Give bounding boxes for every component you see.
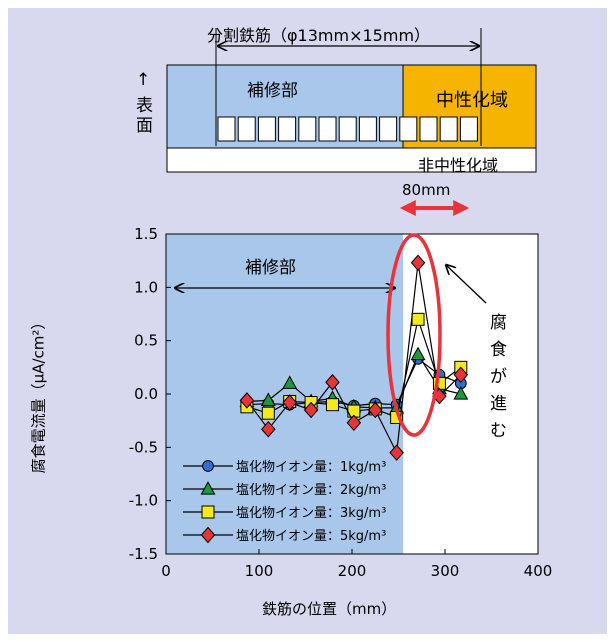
y-tick-label: 1.0 <box>134 278 158 296</box>
x-tick-label: 400 <box>524 562 553 580</box>
legend-label: 塩化物イオン量：1kg/m³ <box>236 460 386 475</box>
y-axis-label: 腐食電流量（μA/cm²） <box>28 315 49 474</box>
legend-label: 塩化物イオン量：2kg/m³ <box>236 483 386 498</box>
repair-zone-label: 補修部 <box>247 76 298 101</box>
corrosion-char: 食 <box>490 337 510 364</box>
y-tick-label: -1.5 <box>129 545 158 563</box>
split-bar-label: 分割鉄筋（φ13mm×15mm） <box>207 22 430 46</box>
rebar-segment <box>319 117 336 141</box>
x-tick-label: 200 <box>338 562 367 580</box>
rebar-segment <box>420 117 437 141</box>
rebar-segment <box>238 117 255 141</box>
rebar-segment <box>339 117 356 141</box>
rebar-segment <box>258 117 275 141</box>
y-tick-label: -0.5 <box>129 438 158 456</box>
non-neutralized-zone-label: 非中性化域 <box>418 152 498 176</box>
y-tick-label: 0.0 <box>134 385 158 403</box>
rebar-segment <box>359 117 376 141</box>
legend-label: 塩化物イオン量：5kg/m³ <box>236 529 386 544</box>
corrosion-char: む <box>490 418 510 445</box>
rebar-segment <box>299 117 316 141</box>
chart-repair-label: 補修部 <box>245 253 296 278</box>
x-tick-label: 300 <box>431 562 460 580</box>
data-point-square <box>262 407 274 419</box>
neutralized-zone-label: 中性化域 <box>436 86 508 112</box>
data-point-square <box>202 506 214 518</box>
corrosion-char: 腐 <box>490 310 510 337</box>
corrosion-label: 腐 食 が 進 む <box>490 310 510 445</box>
rebar-segment <box>440 117 457 141</box>
surface-arrow-icon: ↑ <box>136 70 150 90</box>
legend-label: 塩化物イオン量：3kg/m³ <box>236 506 386 521</box>
rebar-segment <box>460 117 477 141</box>
y-tick-label: 1.5 <box>134 225 158 243</box>
rebar-segment <box>218 117 235 141</box>
data-point-circle <box>203 461 214 472</box>
x-tick-label: 100 <box>245 562 274 580</box>
data-point-square <box>412 313 424 325</box>
rebar-segment <box>380 117 397 141</box>
y-tick-label: -1.0 <box>129 492 158 510</box>
rebar-segment <box>279 117 296 141</box>
rebar-segment <box>400 117 417 141</box>
x-axis-label: 鉄筋の位置（mm） <box>262 598 396 619</box>
corrosion-char: が <box>490 364 510 391</box>
x-tick-label: 0 <box>161 562 171 580</box>
data-point-square <box>326 399 338 411</box>
surface-label: 表面 <box>136 96 156 136</box>
y-tick-label: 0.5 <box>134 332 158 350</box>
distance-label: 80mm <box>402 181 450 199</box>
corrosion-char: 進 <box>490 391 510 418</box>
